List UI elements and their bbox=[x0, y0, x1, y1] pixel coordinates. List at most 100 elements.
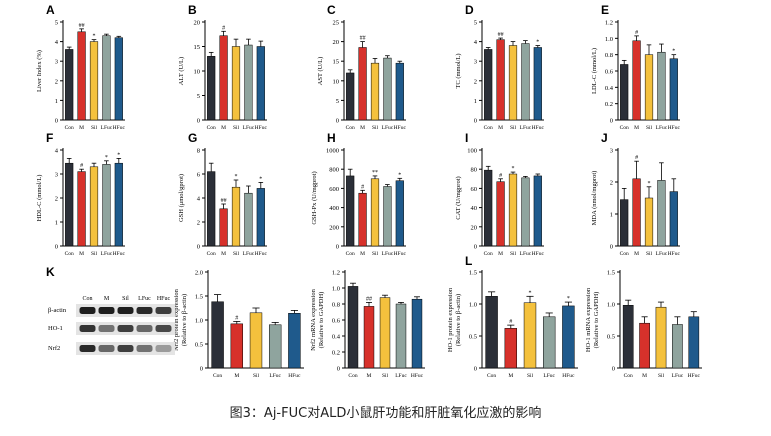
y-tick-label: 0.4 bbox=[332, 334, 341, 341]
x-tick-label: Con bbox=[346, 125, 355, 131]
bar bbox=[669, 191, 678, 247]
x-tick-label: LFuc bbox=[672, 373, 684, 379]
significance-mark: ## bbox=[79, 23, 85, 29]
panel-letter: C bbox=[327, 3, 336, 17]
y-tick-label: 3 bbox=[610, 148, 613, 155]
x-tick-label: M bbox=[79, 125, 84, 131]
chart-panel: I 0 20 40 60 80 100 CAT (U/mgprot) Con # M * Sil LFuc… bbox=[455, 131, 544, 257]
bar bbox=[395, 62, 404, 121]
significance-mark: ** bbox=[372, 170, 378, 176]
x-tick-label: Con bbox=[213, 373, 222, 379]
blot-band bbox=[155, 307, 172, 314]
x-tick-label: Con bbox=[624, 373, 633, 379]
y-axis-label: Nrf2 protein expression bbox=[173, 288, 180, 350]
bar bbox=[484, 49, 493, 121]
y-tick-label: 0.2 bbox=[332, 350, 340, 357]
bar bbox=[620, 199, 629, 247]
bar bbox=[644, 197, 654, 247]
bar bbox=[688, 316, 700, 369]
bar bbox=[521, 43, 530, 121]
y-tick-label: 400 bbox=[329, 205, 339, 212]
blot-band bbox=[136, 345, 153, 352]
x-tick-label: Con bbox=[207, 125, 216, 131]
y-tick-label: 0 bbox=[474, 118, 477, 125]
bar bbox=[672, 324, 683, 369]
blot-band bbox=[79, 345, 96, 352]
y-tick-label: 1 bbox=[55, 98, 58, 105]
x-tick-label: Sil bbox=[233, 251, 240, 257]
chart-panel: 0 0.5 1.0 1.5 2.0 Nrf2 protein expression (Rel… bbox=[173, 270, 304, 379]
panel-letter: K bbox=[46, 265, 55, 279]
bar bbox=[485, 296, 498, 369]
y-axis-label: TC (mmol/L) bbox=[455, 53, 462, 88]
y-tick-label: 0 bbox=[336, 118, 339, 125]
y-tick-label: 1.2 bbox=[605, 20, 613, 27]
significance-mark: # bbox=[499, 173, 502, 179]
y-tick-label: 40 bbox=[471, 205, 478, 212]
bar bbox=[244, 192, 253, 247]
significance-mark: * bbox=[259, 176, 262, 182]
bar bbox=[504, 328, 518, 369]
blot-band bbox=[98, 325, 115, 332]
x-tick-label: Con bbox=[65, 125, 74, 131]
y-axis-label: (Relative to GAPDH) bbox=[318, 292, 325, 349]
bar bbox=[669, 58, 678, 121]
chart-panel: C 0 5 10 15 20 25 AST (U/L) Con ## M Sil LFuc HFuc bbox=[317, 3, 406, 131]
y-tick-label: 3 bbox=[55, 59, 58, 66]
x-tick-label: Sil bbox=[527, 373, 534, 379]
x-tick-label: M bbox=[634, 251, 639, 257]
y-tick-label: 1.0 bbox=[332, 286, 340, 293]
significance-mark: * bbox=[672, 49, 675, 55]
lane-label: M bbox=[104, 296, 110, 302]
y-tick-label: 600 bbox=[329, 186, 339, 193]
blot-band bbox=[136, 307, 153, 314]
panel-letter: A bbox=[46, 3, 55, 17]
x-tick-label: Sil bbox=[91, 251, 98, 257]
bar bbox=[231, 186, 241, 247]
x-tick-label: M bbox=[634, 125, 639, 131]
bar bbox=[65, 49, 74, 121]
x-tick-label: LFuc bbox=[269, 373, 281, 379]
x-tick-label: LFuc bbox=[382, 125, 394, 131]
bar bbox=[288, 313, 301, 369]
y-tick-label: 20 bbox=[471, 224, 478, 231]
significance-mark: * bbox=[398, 172, 401, 178]
western-blot: K Con M Sil LFuc HFuc β-actin HO-1 Nrf2 bbox=[46, 265, 175, 355]
y-axis-label: (Relative to β-actin) bbox=[455, 294, 462, 346]
bar bbox=[644, 54, 654, 121]
blot-band bbox=[79, 307, 96, 314]
bar bbox=[211, 301, 224, 369]
y-tick-label: 1.0 bbox=[469, 302, 477, 309]
y-tick-label: 4 bbox=[55, 148, 59, 155]
bar bbox=[383, 186, 392, 247]
y-axis-label: HO-1 mRNA expression bbox=[585, 287, 592, 352]
bar bbox=[256, 188, 265, 247]
x-tick-label: HFuc bbox=[113, 251, 126, 257]
bar bbox=[639, 322, 650, 369]
x-tick-label: LFuc bbox=[520, 125, 532, 131]
x-tick-label: HFuc bbox=[668, 251, 681, 257]
y-tick-label: 1.5 bbox=[607, 270, 615, 277]
x-tick-label: M bbox=[498, 251, 503, 257]
y-tick-label: 10 bbox=[194, 69, 201, 76]
bar bbox=[562, 305, 575, 369]
x-tick-label: Sil bbox=[233, 125, 240, 131]
bar bbox=[89, 166, 99, 247]
y-tick-label: 4 bbox=[55, 39, 59, 46]
significance-mark: # bbox=[635, 30, 638, 36]
x-tick-label: M bbox=[642, 373, 647, 379]
x-tick-label: LFuc bbox=[101, 125, 113, 131]
bar bbox=[496, 39, 505, 121]
panel-letter: J bbox=[601, 131, 608, 145]
bar bbox=[542, 316, 556, 369]
bar bbox=[358, 192, 367, 247]
y-tick-label: 5 bbox=[336, 98, 339, 105]
x-tick-label: M bbox=[498, 125, 503, 131]
y-tick-label: 2 bbox=[55, 78, 58, 85]
y-tick-label: 1.0 bbox=[605, 36, 613, 43]
x-tick-label: HFuc bbox=[411, 373, 424, 379]
x-tick-label: LFuc bbox=[382, 251, 394, 257]
y-tick-label: 1 bbox=[55, 220, 58, 227]
bar bbox=[268, 324, 282, 369]
y-tick-label: 1.2 bbox=[332, 270, 340, 277]
